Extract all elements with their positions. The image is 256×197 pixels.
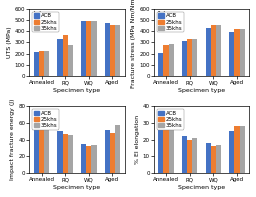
Bar	[163, 126, 169, 173]
Bar	[229, 33, 234, 76]
Bar	[240, 126, 245, 173]
Bar	[169, 44, 174, 76]
Legend: ACB, 25khs, 35khs: ACB, 25khs, 35khs	[157, 109, 184, 130]
Bar	[39, 127, 44, 173]
Bar	[34, 119, 39, 173]
Y-axis label: UTS (MPa): UTS (MPa)	[7, 27, 12, 58]
Bar	[44, 51, 49, 76]
Bar	[192, 39, 197, 76]
Bar	[91, 145, 97, 173]
Bar	[192, 138, 197, 173]
Text: (c): (c)	[32, 108, 42, 115]
Bar	[187, 140, 192, 173]
X-axis label: Specimen type: Specimen type	[54, 185, 101, 190]
Text: (d): (d)	[157, 108, 167, 115]
Bar	[234, 29, 240, 76]
Bar	[34, 52, 39, 76]
Bar	[81, 21, 86, 76]
Bar	[182, 41, 187, 76]
Bar	[62, 35, 68, 76]
Legend: ACB, 25khs, 35khs: ACB, 25khs, 35khs	[157, 12, 184, 33]
Bar	[234, 126, 240, 173]
Bar	[216, 145, 221, 173]
Bar	[81, 144, 86, 173]
Bar	[163, 45, 169, 76]
Bar	[39, 51, 44, 76]
Bar	[182, 136, 187, 173]
X-axis label: Specimen type: Specimen type	[178, 185, 225, 190]
Y-axis label: % El elongation: % El elongation	[135, 115, 140, 164]
Bar	[57, 39, 62, 76]
Bar	[229, 131, 234, 173]
Bar	[216, 25, 221, 76]
Bar	[158, 53, 163, 76]
Bar	[91, 21, 97, 76]
X-axis label: Specimen type: Specimen type	[54, 88, 101, 93]
Bar	[158, 123, 163, 173]
Y-axis label: Fracture stress (MPa Nm/Nm): Fracture stress (MPa Nm/Nm)	[132, 0, 136, 88]
Y-axis label: Impact fracture energy (J): Impact fracture energy (J)	[10, 99, 15, 180]
Bar	[86, 146, 91, 173]
Bar	[86, 21, 91, 76]
Bar	[206, 143, 211, 173]
Text: (b): (b)	[157, 11, 167, 18]
Bar	[110, 133, 115, 173]
Bar	[115, 125, 120, 173]
Bar	[57, 131, 62, 173]
Bar	[187, 39, 192, 76]
Legend: ACB, 25khs, 35khs: ACB, 25khs, 35khs	[32, 109, 59, 130]
Bar	[44, 125, 49, 173]
Legend: ACB, 25khs, 35khs: ACB, 25khs, 35khs	[32, 12, 59, 33]
Bar	[110, 25, 115, 76]
Bar	[105, 23, 110, 76]
Bar	[62, 134, 68, 173]
Bar	[206, 28, 211, 76]
Text: (a): (a)	[32, 11, 42, 18]
Bar	[240, 29, 245, 76]
Bar	[115, 25, 120, 76]
Bar	[211, 25, 216, 76]
Bar	[169, 126, 174, 173]
Bar	[105, 129, 110, 173]
Bar	[68, 45, 73, 76]
Bar	[68, 135, 73, 173]
X-axis label: Specimen type: Specimen type	[178, 88, 225, 93]
Bar	[211, 146, 216, 173]
